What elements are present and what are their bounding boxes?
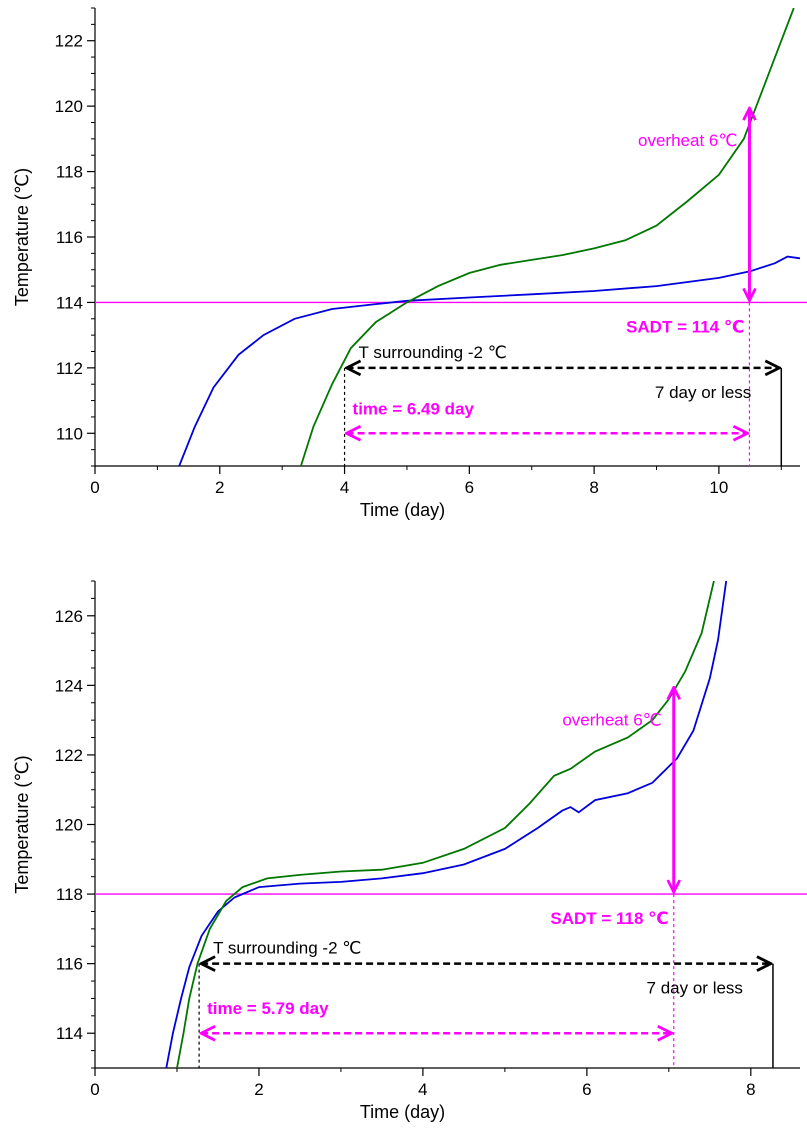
y-tick-label: 124 <box>55 676 83 695</box>
y-tick-label: 116 <box>56 955 83 974</box>
series-line-blue <box>165 581 728 1068</box>
limit-label: 7 day or less <box>647 979 743 998</box>
sadt-label: SADT = 114 ℃ <box>626 317 744 336</box>
x-tick-label: 8 <box>746 1080 755 1099</box>
y-tick-label: 114 <box>56 293 83 312</box>
series-line-green <box>300 8 795 466</box>
time-label: time = 6.49 day <box>353 399 475 418</box>
y-axis-title: Temperature (℃) <box>12 755 32 893</box>
x-tick-label: 6 <box>582 1080 591 1099</box>
limit-label: 7 day or less <box>655 383 751 402</box>
x-tick-label: 0 <box>90 1080 99 1099</box>
surrounding-label: T surrounding -2 ℃ <box>213 939 361 958</box>
series-line-green <box>176 581 715 1068</box>
y-tick-label: 120 <box>55 816 83 835</box>
x-tick-label: 10 <box>709 478 728 497</box>
y-tick-label: 112 <box>56 359 83 378</box>
x-axis-title: Time (day) <box>360 1102 445 1122</box>
x-tick-label: 2 <box>215 478 224 497</box>
chart-1: 110 112 114 116 118 120 122 0 2 4 6 8 10 Time (day) Te… <box>12 7 807 520</box>
x-tick-label: 8 <box>589 478 598 497</box>
sadt-label: SADT = 118 ℃ <box>550 909 668 928</box>
x-tick-label: 0 <box>90 478 99 497</box>
x-axis-title: Time (day) <box>360 500 445 520</box>
time-label: time = 5.79 day <box>207 999 329 1018</box>
x-tick-label: 4 <box>340 478 349 497</box>
y-tick-label: 114 <box>56 1024 83 1043</box>
y-tick-label: 120 <box>55 97 83 116</box>
overheat-label: overheat 6℃ <box>638 131 737 150</box>
y-tick-label: 126 <box>55 607 83 626</box>
chart-2: 114 116 118 120 122 124 126 0 2 4 6 8 Time (day) Temp… <box>12 580 807 1122</box>
overheat-label: overheat 6℃ <box>562 710 661 729</box>
y-axis-title: Temperature (℃) <box>12 168 32 306</box>
x-tick-label: 2 <box>254 1080 263 1099</box>
y-tick-label: 118 <box>56 885 83 904</box>
surrounding-label: T surrounding -2 ℃ <box>359 343 507 362</box>
x-tick-label: 4 <box>418 1080 427 1099</box>
x-tick-label: 6 <box>465 478 474 497</box>
y-tick-label: 116 <box>56 228 83 247</box>
y-tick-label: 118 <box>56 163 83 182</box>
y-tick-label: 122 <box>55 32 83 51</box>
y-tick-label: 110 <box>56 424 83 443</box>
y-tick-label: 122 <box>55 746 83 765</box>
